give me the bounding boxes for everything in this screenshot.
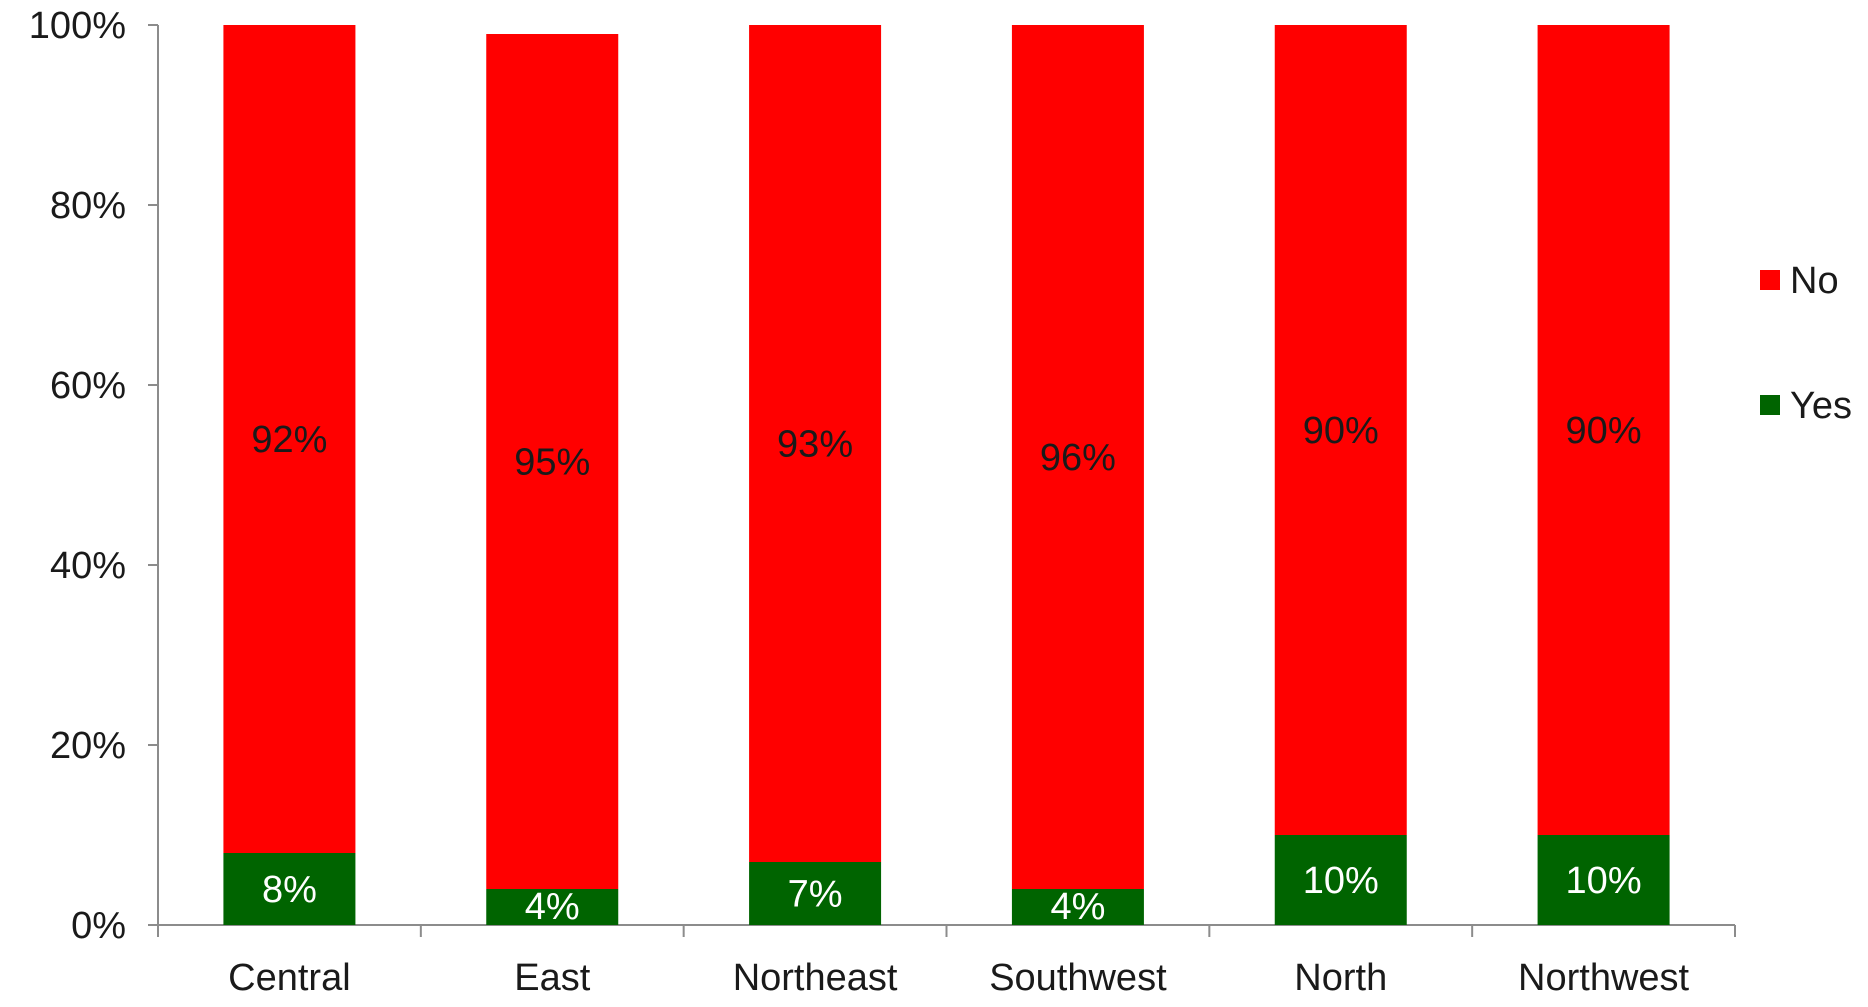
x-category-label: Southwest bbox=[989, 957, 1167, 999]
bar-segment-yes bbox=[1537, 835, 1670, 925]
data-label-no: 95% bbox=[514, 442, 590, 484]
bar-segment-yes bbox=[749, 862, 882, 925]
legend-label-no: No bbox=[1790, 260, 1839, 302]
legend-swatch-yes bbox=[1760, 395, 1780, 415]
bar-segment-no bbox=[486, 34, 619, 889]
bar-segment-no bbox=[1537, 25, 1670, 835]
bar-segment-yes bbox=[1011, 889, 1144, 925]
y-tick-label: 80% bbox=[50, 185, 126, 227]
bar-segment-yes bbox=[223, 853, 356, 925]
data-label-no: 93% bbox=[777, 424, 853, 466]
data-labels: 8% 92% 4% 95% 7% 93% 4% 96% 10% 90% 10% 90% bbox=[251, 410, 1641, 928]
data-label-no: 90% bbox=[1566, 410, 1642, 452]
legend-label-yes: Yes bbox=[1790, 385, 1852, 427]
y-tick-label: 40% bbox=[50, 545, 126, 587]
data-label-yes: 10% bbox=[1303, 860, 1379, 902]
bar-segment-yes bbox=[486, 889, 619, 925]
y-tick-label: 60% bbox=[50, 365, 126, 407]
data-label-yes: 7% bbox=[788, 874, 843, 916]
data-label-yes: 10% bbox=[1566, 860, 1642, 902]
x-category-label: Central bbox=[228, 957, 351, 999]
bar-segment-yes bbox=[1274, 835, 1407, 925]
bar-segment-no bbox=[749, 25, 882, 862]
x-category-label: East bbox=[514, 957, 590, 999]
axes: 0% 20% 40% 60% 80% 100% Central East Northeast So… bbox=[29, 5, 1736, 999]
y-tick-label: 20% bbox=[50, 725, 126, 767]
data-label-yes: 8% bbox=[262, 869, 317, 911]
bar-segment-no bbox=[1011, 25, 1144, 889]
data-label-no: 96% bbox=[1040, 437, 1116, 479]
data-label-yes: 4% bbox=[1050, 886, 1105, 928]
bars bbox=[223, 25, 1670, 925]
y-tick-label: 100% bbox=[29, 5, 126, 47]
bar-segment-no bbox=[223, 25, 356, 853]
x-category-label: Northwest bbox=[1518, 957, 1689, 999]
x-category-label: North bbox=[1294, 957, 1387, 999]
data-label-no: 92% bbox=[251, 419, 327, 461]
bar-segment-no bbox=[1274, 25, 1407, 835]
data-label-no: 90% bbox=[1303, 410, 1379, 452]
y-tick-label: 0% bbox=[71, 905, 126, 947]
legend: No Yes bbox=[1760, 260, 1852, 427]
legend-swatch-no bbox=[1760, 270, 1780, 290]
data-label-yes: 4% bbox=[525, 886, 580, 928]
x-category-label: Northeast bbox=[733, 957, 898, 999]
